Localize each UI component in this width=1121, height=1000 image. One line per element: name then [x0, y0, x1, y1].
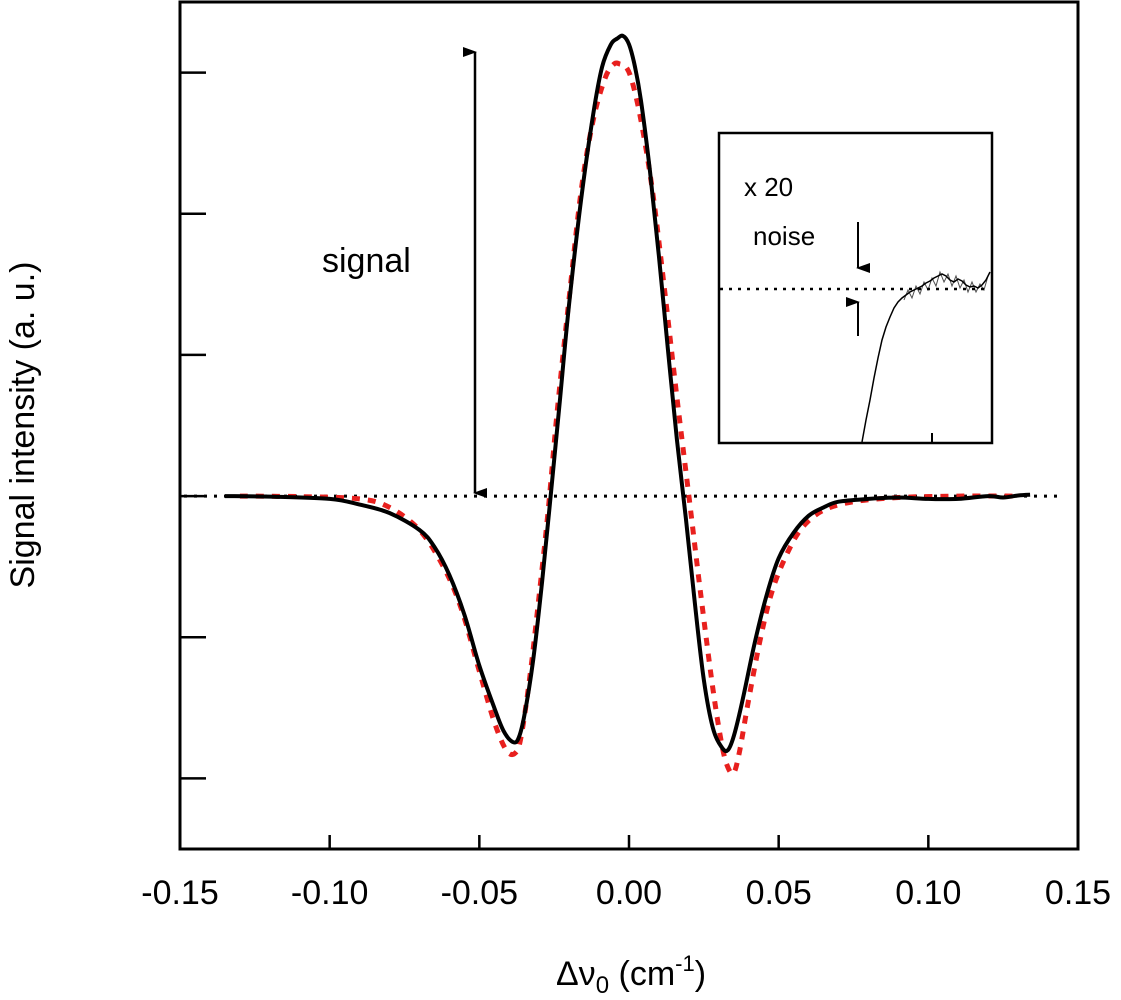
x-tick-label: 0.15	[1045, 874, 1111, 912]
x-axis-label-unit: (cm	[609, 955, 675, 993]
x-tick-label: -0.05	[441, 874, 519, 912]
y-axis-label: Signal intensity (a. u.)	[4, 262, 42, 589]
y-axis-ticks	[180, 71, 206, 780]
fit-series-line	[239, 60, 1019, 777]
inset-noise-trace	[861, 271, 991, 442]
x-axis-label-close: )	[695, 955, 706, 993]
signal-label: signal	[322, 242, 411, 280]
inset: x 20 noise	[717, 131, 994, 445]
x-axis-ticks: -0.15 -0.10 -0.05 0.00 0.05 0.10 0.15	[141, 835, 1111, 912]
x-tick-label: -0.15	[141, 874, 219, 912]
x-axis-label-sup: -1	[675, 951, 695, 976]
inset-noise-label: noise	[753, 221, 815, 251]
x-axis-label-main: Δν	[556, 955, 596, 993]
x-tick-label: 0.05	[746, 874, 812, 912]
measured-series-line	[224, 33, 1031, 754]
x-tick-label: -0.10	[291, 874, 369, 912]
x-tick-label: 0.10	[895, 874, 961, 912]
inset-noise-band	[903, 270, 989, 301]
series-layer	[224, 33, 1031, 777]
inset-scale-label: x 20	[744, 172, 793, 202]
x-axis-label: Δν0 (cm-1)	[556, 951, 706, 999]
x-tick-label: 0.00	[596, 874, 662, 912]
x-axis-label-sub: 0	[596, 972, 609, 999]
